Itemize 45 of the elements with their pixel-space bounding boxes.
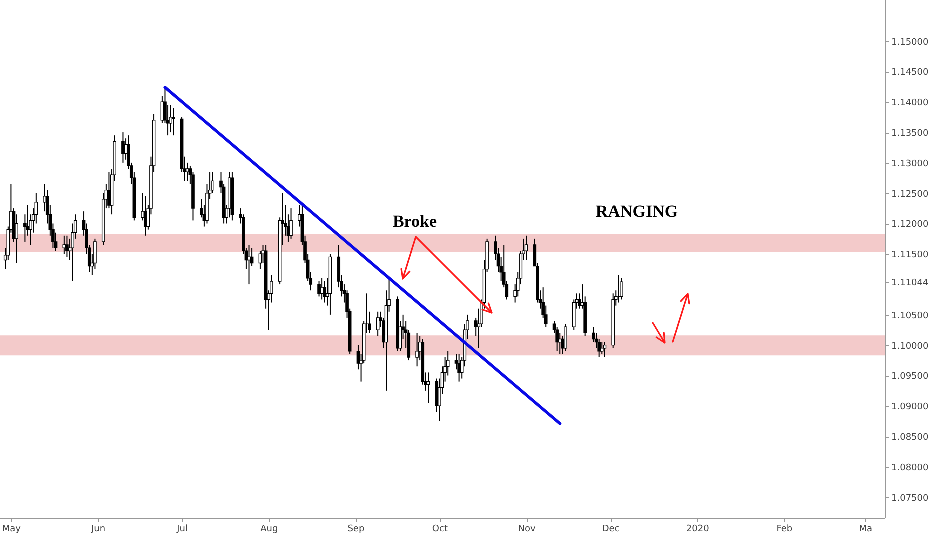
candlestick [620,278,624,300]
y-tick-label: 1.13000 [892,159,929,170]
candlestick [600,342,604,355]
x-tick-label: Aug [260,524,278,534]
x-tick-label: Feb [776,524,793,534]
y-tick-label: 1.15000 [892,38,929,48]
x-tick-label: Nov [518,524,536,534]
y-tick-label: 1.07500 [892,494,929,504]
candlestick [323,280,327,304]
candlestick [458,354,461,382]
y-tick-label: 1.12500 [892,190,929,200]
candlestick [15,214,18,264]
candlestick [169,104,172,134]
candlestick [290,208,293,240]
candlestick [524,235,528,261]
x-tick-label: Ma [859,524,873,534]
candlestick [122,132,125,164]
x-tick-label: Jul [176,524,188,534]
y-tick-label: 1.08000 [892,463,929,474]
x-tick-label: Oct [432,524,448,534]
candlestick [564,324,568,352]
x-tick-label: Sep [348,524,365,534]
x-tick-label: May [2,524,22,534]
y-tick-label: 1.08500 [892,433,929,444]
y-tick-label: 1.12000 [892,220,929,230]
y-tick-label: 1.14500 [892,68,929,78]
candlestick [66,235,69,258]
x-tick-label: Dec [602,524,620,534]
x-tick-label: Jun [90,524,106,534]
y-tick-label: 1.13500 [892,129,929,140]
candlestick [318,280,321,298]
x-tick-label: 2020 [686,524,710,534]
annotation: RANGING [596,202,678,221]
candlestick [108,172,111,210]
y-tick-label: 1.09500 [892,372,929,382]
candlestick [172,108,176,136]
y-tick-label: 1.10500 [892,311,929,322]
y-tick-label: 1.11500 [892,250,929,261]
annotation: Broke [392,212,438,231]
y-tick-label: 1.11044 [892,278,929,288]
y-tick-label: 1.09000 [892,402,929,413]
candlestick [416,332,419,368]
y-tick-label: 1.10000 [892,342,929,352]
candlestick [144,196,148,236]
y-tick-label: 1.14000 [892,98,929,109]
